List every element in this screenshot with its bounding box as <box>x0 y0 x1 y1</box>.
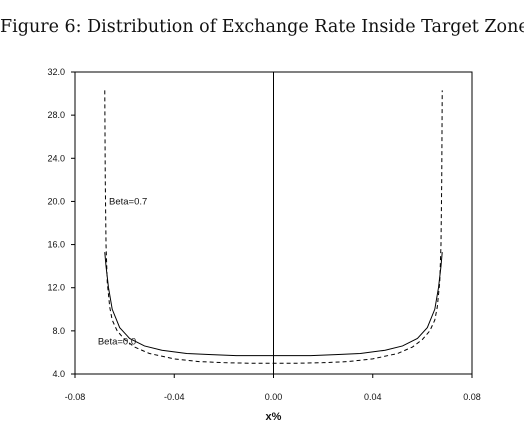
figure-title: Figure 6: Distribution of Exchange Rate … <box>0 17 524 37</box>
x-axis-label: x% <box>266 411 282 423</box>
x-tick-label: 0.00 <box>265 392 283 402</box>
chart-labels: x% <box>266 411 282 423</box>
axes: -0.08 -0.04 0.00 0.04 0.08 4.0 8.0 12.0 16.0 20.0… <box>47 67 480 402</box>
annotation-label: Beta=0.0 <box>98 337 136 348</box>
plot-area: Beta=0.7 Beta=0.0 <box>98 90 443 364</box>
y-tick-label: 4.0 <box>52 369 65 379</box>
x-tick-label: 0.04 <box>364 392 382 402</box>
x-tick-label: -0.08 <box>65 392 86 402</box>
y-tick-label: 24.0 <box>47 153 65 163</box>
y-tick-label: 32.0 <box>47 67 65 77</box>
y-tick-label: 28.0 <box>47 110 65 120</box>
x-tick-label: 0.08 <box>463 392 481 402</box>
y-tick-label: 12.0 <box>47 283 65 293</box>
x-tick-label: -0.04 <box>164 392 185 402</box>
y-tick-label: 20.0 <box>47 196 65 206</box>
y-tick-label: 8.0 <box>52 326 65 336</box>
y-tick-label: 16.0 <box>47 240 65 250</box>
annotation-label: Beta=0.7 <box>109 196 147 207</box>
